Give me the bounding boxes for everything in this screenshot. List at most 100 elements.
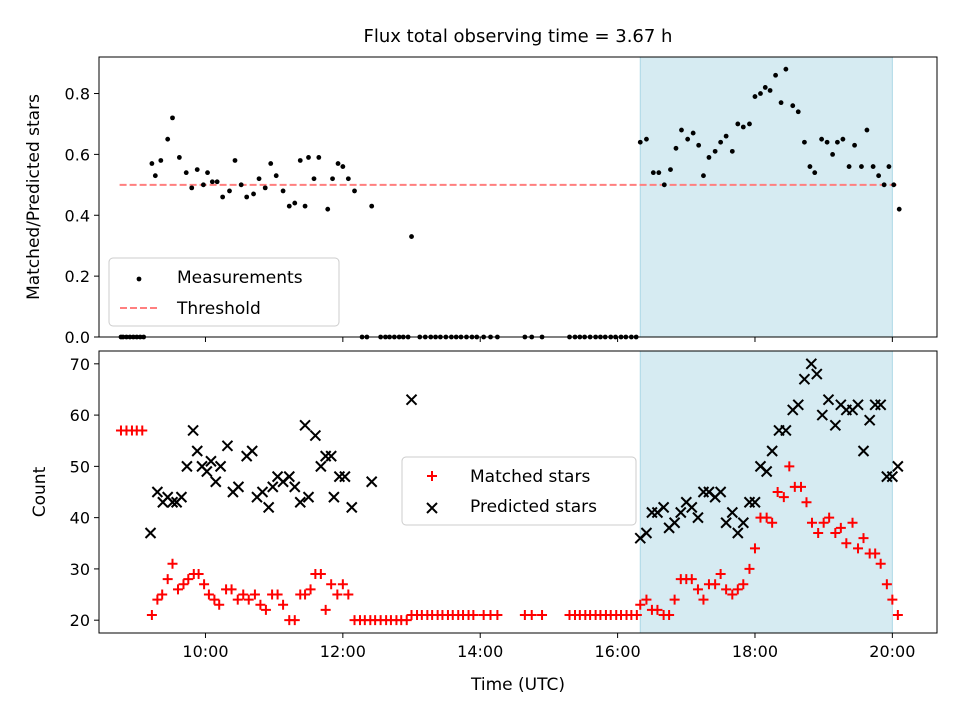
y-tick-label: 20 xyxy=(70,611,90,630)
predicted-star-point xyxy=(365,476,378,488)
matched-star-point xyxy=(183,574,194,585)
matched-star-point xyxy=(203,589,214,600)
predicted-star-point xyxy=(692,511,704,524)
matched-star-point xyxy=(738,579,749,590)
matched-star-point xyxy=(830,528,841,539)
predicted-star-point xyxy=(283,470,295,483)
matched-star-point xyxy=(249,589,260,600)
measurement-point xyxy=(189,185,195,191)
measurement-point xyxy=(846,164,852,169)
y-tick-label: 0.8 xyxy=(65,85,90,104)
measurement-point xyxy=(712,148,718,154)
measurement-point xyxy=(723,133,729,139)
matched-star-point xyxy=(631,610,642,621)
axes-frame xyxy=(98,350,938,634)
matched-star-point xyxy=(761,512,772,523)
measurement-point xyxy=(262,185,268,191)
predicted-star-point xyxy=(829,419,842,432)
predicted-star-point xyxy=(289,481,301,493)
predicted-star-point xyxy=(822,394,835,406)
legend-frame xyxy=(401,456,637,526)
matched-star-point xyxy=(727,589,738,600)
predicted-star-point xyxy=(315,460,327,473)
predicted-star-point xyxy=(892,460,904,473)
measurement-point xyxy=(679,127,684,133)
measurement-point xyxy=(227,188,232,194)
predicted-star-point xyxy=(726,506,739,519)
measurement-point xyxy=(306,155,311,160)
predicted-star-point xyxy=(720,517,732,529)
measurement-point xyxy=(220,194,226,200)
top-panel: 0.0 0.2 0.4 0.6 0.8 Matched/Predicted stars Me… xyxy=(24,56,938,347)
measurement-point xyxy=(812,170,818,176)
legend: Measurements Threshold xyxy=(108,257,340,327)
matched-star-point xyxy=(199,579,210,590)
matched-star-point xyxy=(146,610,157,621)
predicted-star-point xyxy=(668,517,681,529)
measurement-point xyxy=(758,91,763,96)
matched-star-point xyxy=(167,558,178,569)
predicted-star-point xyxy=(780,424,792,437)
matched-star-point xyxy=(795,481,806,492)
measurement-point xyxy=(232,158,238,163)
matched-star-point xyxy=(401,615,412,626)
predicted-star-point xyxy=(405,394,418,406)
measurement-point xyxy=(767,88,773,93)
predicted-star-point xyxy=(640,527,653,539)
matched-star-point xyxy=(255,599,266,610)
measurement-point xyxy=(661,182,667,188)
measurement-point xyxy=(835,139,840,145)
matched-star-point xyxy=(835,522,846,533)
matched-star-point xyxy=(243,594,254,605)
predicted-star-point xyxy=(857,445,870,457)
matched-star-point xyxy=(137,425,148,436)
matched-star-point xyxy=(721,584,732,595)
predicted-star-point xyxy=(760,465,773,478)
matched-star-point xyxy=(767,517,778,528)
measurement-point xyxy=(256,176,262,182)
matched-star-point xyxy=(875,558,886,569)
x-tick-label: 14:00 xyxy=(457,642,503,661)
matched-star-point xyxy=(715,569,726,580)
predicted-star-point xyxy=(302,491,315,503)
measurement-point xyxy=(170,115,175,121)
matched-star-point xyxy=(315,569,326,580)
legend-predicted-marker xyxy=(426,502,438,514)
matched-star-point xyxy=(320,604,331,615)
predicted-star-point xyxy=(166,496,179,508)
matched-star-point xyxy=(732,584,743,595)
predicted-star-point xyxy=(267,481,279,493)
predicted-star-point xyxy=(144,527,157,539)
measurement-point xyxy=(685,136,691,142)
predicted-star-point xyxy=(657,501,670,514)
predicted-star-point xyxy=(299,419,311,432)
measurement-point xyxy=(209,179,215,185)
chart-title: Flux total observing time = 3.67 h xyxy=(364,26,673,47)
measurement-point xyxy=(302,203,308,209)
predicted-star-point xyxy=(205,455,217,467)
measurement-point xyxy=(790,103,796,109)
matched-star-point xyxy=(778,492,789,503)
matched-star-point xyxy=(226,584,237,595)
predicted-star-point xyxy=(732,527,744,539)
predicted-star-point xyxy=(798,373,811,385)
measurement-point xyxy=(176,155,182,160)
predicted-star-point xyxy=(333,470,346,483)
predicted-star-point xyxy=(151,486,164,498)
axes-frame xyxy=(98,56,938,338)
predicted-star-point xyxy=(210,476,222,488)
predicted-star-point xyxy=(325,450,337,462)
matched-star-point xyxy=(152,594,163,605)
y-tick-label: 50 xyxy=(70,457,90,476)
measurement-point xyxy=(747,121,752,127)
matched-star-point xyxy=(841,538,852,549)
measurement-point xyxy=(807,164,813,169)
matched-star-point xyxy=(853,543,864,554)
measurement-point xyxy=(668,167,673,173)
measurement-point xyxy=(870,164,876,169)
y-axis-label: Count xyxy=(30,466,50,517)
predicted-star-point xyxy=(328,491,340,503)
matched-star-point xyxy=(749,543,760,554)
predicted-star-point xyxy=(737,517,750,529)
matched-star-point xyxy=(272,589,283,600)
